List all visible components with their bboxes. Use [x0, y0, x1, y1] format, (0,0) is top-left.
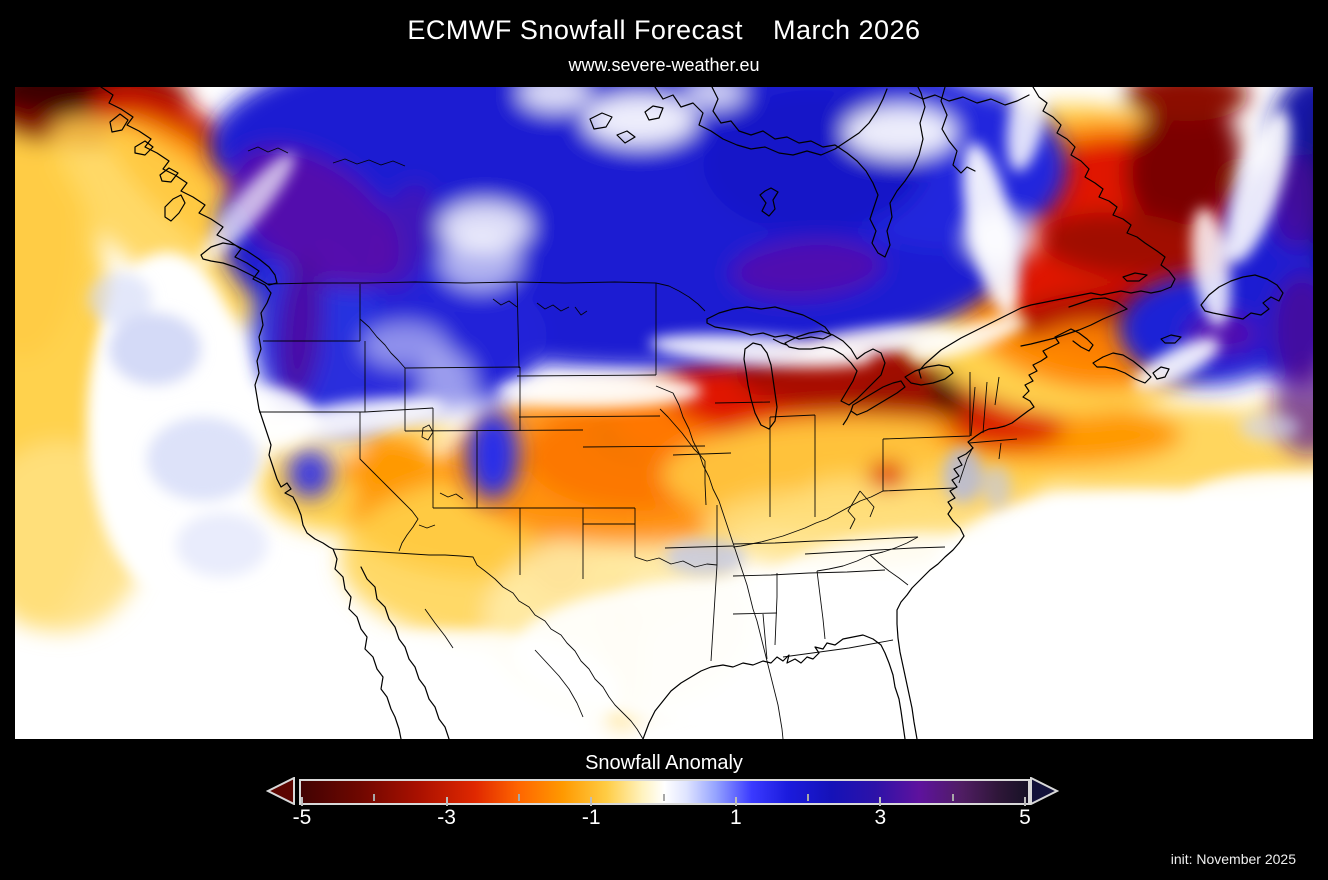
anomaly-map-svg [15, 87, 1313, 739]
colorbar-major-tick [1024, 797, 1026, 806]
page-title-date: March 2026 [772, 15, 921, 45]
colorbar-major-tick [301, 797, 303, 806]
colorbar-tick-label: -5 [292, 806, 312, 829]
colorbar-major-tick [590, 797, 593, 806]
colorbar-tick-label: -3 [437, 806, 456, 829]
colorbar-major-tick [734, 797, 737, 806]
colorbar-minor-tick [517, 794, 520, 801]
source-url: www.severe-weather.eu [568, 55, 760, 75]
colorbar-minor-tick [951, 794, 954, 801]
init-timestamp: init: November 2025 [1170, 851, 1296, 867]
cold-anomaly-field [210, 87, 1313, 499]
colorbar-major-tick [445, 797, 448, 806]
colorbar-right-arrow [1030, 777, 1059, 805]
colorbar-tick-label: 3 [874, 806, 887, 829]
snowfall-anomaly-map [15, 87, 1313, 739]
political-borders [247, 146, 1018, 739]
colorbar-tick-label: 1 [729, 806, 742, 829]
neutral-fringe-field [87, 87, 1313, 739]
coastlines [100, 87, 1284, 739]
colorbar-gradient [299, 779, 1030, 805]
colorbar-left-arrow [266, 777, 295, 805]
great-lakes-outlines [706, 306, 954, 430]
colorbar-tick-label: -1 [581, 806, 601, 829]
page-title: ECMWF Snowfall Forecast March 2026 [0, 15, 1328, 46]
colorbar-minor-tick [373, 794, 376, 801]
colorbar-major-tick [879, 797, 882, 806]
colorbar-minor-tick [807, 794, 810, 801]
colorbar-minor-tick [662, 794, 665, 801]
page-title-model: ECMWF Snowfall Forecast [407, 15, 743, 45]
weak-positive-tints [88, 273, 1300, 577]
colorbar-tick-label: 5 [1019, 806, 1031, 829]
legend-title: Snowfall Anomaly [585, 752, 743, 774]
